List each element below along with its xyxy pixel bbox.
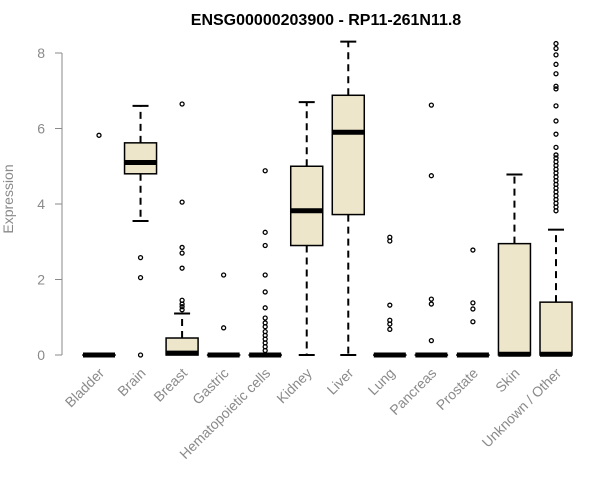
- outlier-point: [262, 347, 268, 354]
- outlier-point: [179, 265, 185, 271]
- outlier-point: [387, 326, 393, 332]
- outlier-point: [553, 40, 559, 47]
- box-hematopoietic-cells: [248, 168, 282, 358]
- outlier-point: [553, 152, 559, 158]
- outlier-point: [262, 242, 268, 249]
- outlier-point: [428, 301, 435, 307]
- box-brain: [123, 104, 158, 358]
- box-kidney: [289, 101, 324, 356]
- outlier-point: [137, 274, 144, 281]
- boxes-group: [82, 40, 573, 358]
- box-skin: [497, 173, 532, 357]
- outlier-point: [220, 272, 227, 278]
- y-tick-label: 6: [37, 121, 45, 137]
- box-iqr: [331, 94, 366, 216]
- outlier-point: [553, 144, 559, 151]
- outlier-point: [179, 304, 185, 310]
- outlier-point: [179, 301, 185, 307]
- y-axis-label: Expression: [0, 164, 16, 233]
- outlier-point: [387, 238, 393, 244]
- outlier-point: [137, 254, 144, 261]
- outlier-point: [137, 352, 144, 358]
- outlier-point: [553, 131, 559, 137]
- box-iqr: [289, 165, 324, 247]
- outlier-point: [470, 300, 476, 306]
- outlier-point: [553, 86, 559, 92]
- outlier-point: [553, 103, 559, 109]
- outlier-point: [96, 132, 102, 138]
- box-unknown-other: [539, 40, 573, 357]
- box-prostate: [456, 247, 490, 358]
- outlier-point: [428, 102, 435, 108]
- outlier-point: [428, 338, 435, 344]
- outlier-point: [428, 296, 435, 302]
- outlier-point: [262, 315, 268, 321]
- outlier-point: [262, 272, 268, 278]
- outlier-point: [470, 247, 476, 253]
- outlier-point: [387, 321, 393, 327]
- outlier-point: [553, 71, 559, 77]
- outlier-point: [387, 302, 393, 308]
- outlier-point: [179, 199, 185, 205]
- x-tick-label: Unknown / Other: [479, 365, 565, 451]
- box-bladder: [82, 132, 116, 358]
- x-tick-label: Skin: [492, 365, 523, 396]
- x-tick-label: Bladder: [62, 365, 108, 411]
- outlier-point: [179, 101, 185, 107]
- x-tick-label: Lung: [365, 365, 398, 398]
- outlier-point: [470, 319, 476, 325]
- box-pancreas: [414, 102, 449, 358]
- x-tick-label: Liver: [324, 365, 357, 398]
- outlier-point: [553, 118, 559, 124]
- outlier-point: [179, 307, 185, 313]
- outlier-point: [553, 52, 559, 58]
- outlier-point: [262, 305, 268, 311]
- outlier-point: [262, 229, 268, 235]
- outlier-point: [220, 325, 227, 331]
- box-gastric: [206, 272, 241, 358]
- x-tick-label: Brain: [114, 365, 148, 399]
- box-lung: [373, 234, 407, 358]
- outlier-point: [428, 173, 435, 179]
- y-tick-label: 2: [37, 272, 45, 288]
- outlier-point: [553, 45, 559, 52]
- x-tick-label: Kidney: [273, 365, 315, 407]
- box-liver: [331, 40, 366, 356]
- outlier-point: [262, 289, 268, 295]
- x-tick-label: Breast: [150, 365, 190, 405]
- outlier-point: [553, 83, 559, 89]
- outlier-point: [470, 306, 476, 312]
- outlier-point: [553, 208, 559, 214]
- box-breast: [165, 101, 199, 356]
- outlier-point: [553, 61, 559, 67]
- outlier-point: [262, 168, 268, 174]
- box-iqr: [497, 242, 532, 356]
- outlier-point: [262, 324, 268, 330]
- outlier-point: [179, 250, 185, 256]
- box-iqr: [123, 142, 158, 175]
- x-tick-label: Prostate: [433, 365, 481, 413]
- chart-title: ENSG00000203900 - RP11-261N11.8: [191, 12, 462, 29]
- y-tick-label: 4: [37, 196, 45, 212]
- y-axis: 0 2 4 6 8: [37, 45, 63, 363]
- box-iqr: [539, 301, 573, 356]
- outlier-point: [179, 244, 185, 251]
- y-tick-label: 8: [37, 45, 45, 61]
- y-tick-label: 0: [37, 347, 45, 363]
